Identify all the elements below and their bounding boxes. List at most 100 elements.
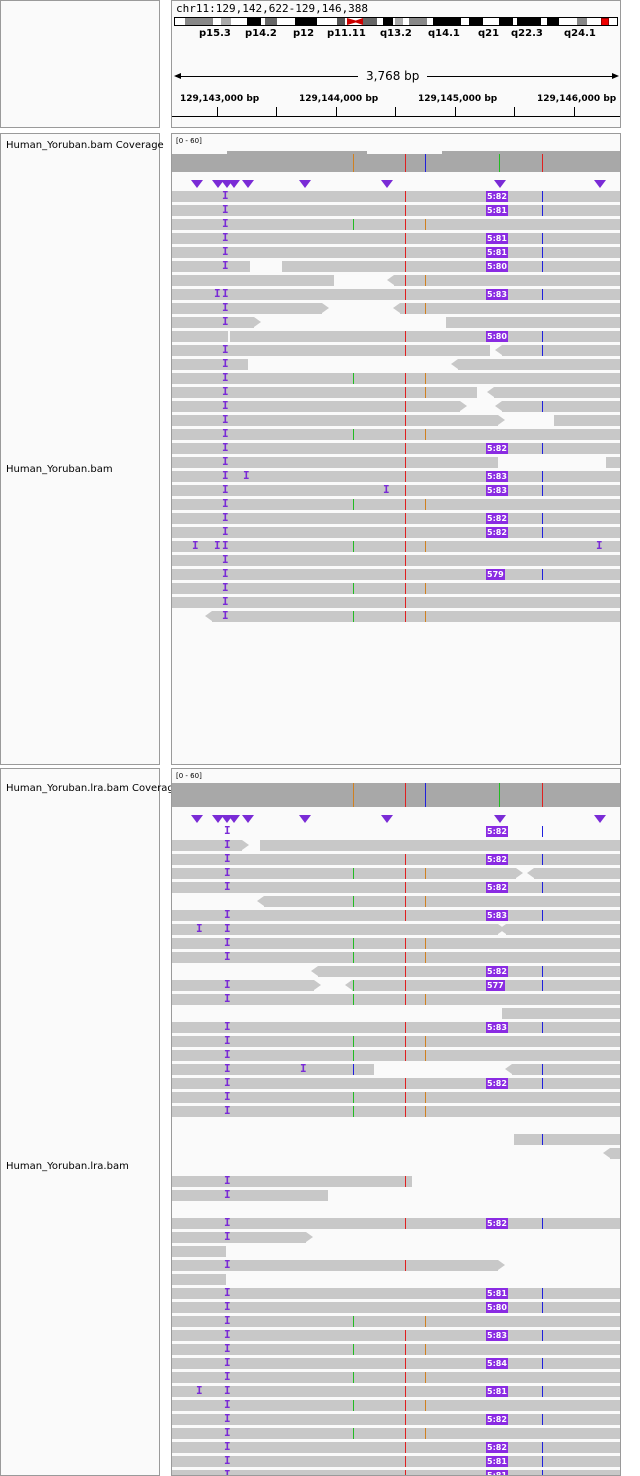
read[interactable] (172, 1064, 374, 1075)
read[interactable] (172, 868, 523, 879)
read[interactable] (172, 924, 505, 935)
read[interactable] (393, 303, 620, 314)
read[interactable] (499, 924, 620, 935)
read[interactable] (172, 980, 321, 991)
read[interactable] (172, 1036, 620, 1047)
read[interactable] (172, 1050, 620, 1061)
read[interactable] (172, 499, 620, 510)
read[interactable] (172, 1246, 226, 1257)
read[interactable] (172, 1358, 620, 1369)
read[interactable] (172, 457, 498, 468)
read[interactable] (172, 303, 329, 314)
read[interactable] (172, 387, 477, 398)
read[interactable] (505, 1064, 620, 1075)
alignment-track-name[interactable]: Human_Yoruban.bam (6, 464, 113, 475)
read[interactable] (172, 541, 620, 552)
read[interactable] (172, 205, 620, 216)
read[interactable] (260, 840, 620, 851)
read[interactable] (172, 443, 620, 454)
read[interactable] (172, 191, 620, 202)
read[interactable] (172, 994, 620, 1005)
read[interactable] (205, 611, 620, 622)
track2-data-panel[interactable]: [0 - 60] I 5:82 I I 5:82 I I 5:82 I 5:83 I I I I 5:82 I… (171, 768, 621, 1476)
read[interactable] (446, 317, 620, 328)
read[interactable] (172, 1344, 620, 1355)
read[interactable] (172, 1022, 620, 1033)
read[interactable] (172, 569, 620, 580)
coverage-bar[interactable] (172, 783, 620, 807)
read[interactable] (172, 471, 620, 482)
read[interactable] (172, 1456, 620, 1467)
read[interactable] (172, 1316, 620, 1327)
alignment-track-name[interactable]: Human_Yoruban.lra.bam (6, 1161, 129, 1172)
read[interactable] (172, 359, 248, 370)
read[interactable] (172, 1386, 620, 1397)
read[interactable] (172, 1106, 620, 1117)
read[interactable] (172, 373, 620, 384)
read[interactable] (172, 1176, 412, 1187)
read[interactable] (451, 359, 620, 370)
read[interactable] (502, 1008, 620, 1019)
read[interactable] (172, 317, 261, 328)
read[interactable] (257, 896, 620, 907)
read[interactable] (172, 1288, 620, 1299)
read[interactable] (172, 289, 620, 300)
read[interactable] (172, 1274, 226, 1285)
read[interactable] (172, 840, 249, 851)
coverage-track-name[interactable]: Human_Yoruban.bam Coverage (6, 140, 164, 151)
read[interactable] (172, 275, 334, 286)
read[interactable] (487, 387, 620, 398)
read[interactable] (172, 583, 620, 594)
read[interactable] (172, 555, 620, 566)
read[interactable] (172, 910, 620, 921)
read[interactable] (387, 275, 620, 286)
read[interactable] (172, 219, 620, 230)
read[interactable] (172, 1442, 620, 1453)
read[interactable] (172, 1470, 620, 1475)
read[interactable] (172, 429, 620, 440)
read[interactable] (172, 513, 620, 524)
read[interactable] (230, 331, 488, 342)
chromosome-ideogram[interactable] (174, 17, 618, 26)
read[interactable] (172, 1218, 620, 1229)
read[interactable] (172, 527, 620, 538)
read[interactable] (172, 261, 250, 272)
read[interactable] (172, 1232, 313, 1243)
read[interactable] (495, 345, 620, 356)
read[interactable] (172, 1400, 620, 1411)
read[interactable] (172, 415, 505, 426)
read[interactable] (172, 597, 620, 608)
track2-name-panel[interactable]: Human_Yoruban.lra.bam Coverage Human_Yor… (0, 768, 180, 1476)
read[interactable] (172, 247, 620, 258)
read[interactable] (603, 1148, 620, 1159)
read[interactable] (172, 1092, 620, 1103)
read[interactable] (172, 485, 620, 496)
read[interactable] (172, 938, 620, 949)
read[interactable] (527, 868, 620, 879)
track1-data-panel[interactable]: [0 - 60] I 5:82 I 5:81 I I 5:81 I 5:81 I 5:80 I I 5:8… (171, 133, 621, 765)
coverage-bar[interactable] (172, 154, 620, 172)
read[interactable] (172, 1302, 620, 1313)
read[interactable] (282, 261, 620, 272)
read[interactable] (172, 1260, 505, 1271)
track1-name-panel[interactable]: Human_Yoruban.bam Coverage Human_Yoruban… (0, 133, 164, 765)
read[interactable] (554, 415, 620, 426)
read[interactable] (502, 331, 620, 342)
read[interactable] (172, 854, 620, 865)
read[interactable] (172, 1330, 620, 1341)
read[interactable] (172, 1190, 328, 1201)
coverage-track-name[interactable]: Human_Yoruban.lra.bam Coverage (6, 783, 180, 794)
read[interactable] (514, 1134, 620, 1145)
read[interactable] (172, 1078, 620, 1089)
read[interactable] (606, 457, 620, 468)
read[interactable] (172, 952, 620, 963)
read[interactable] (172, 331, 228, 342)
read[interactable] (172, 401, 467, 412)
read[interactable] (495, 401, 620, 412)
read[interactable] (172, 345, 490, 356)
read[interactable] (172, 233, 620, 244)
read[interactable] (172, 1414, 620, 1425)
read[interactable] (172, 1428, 620, 1439)
read[interactable] (172, 882, 620, 893)
read[interactable] (172, 1372, 620, 1383)
